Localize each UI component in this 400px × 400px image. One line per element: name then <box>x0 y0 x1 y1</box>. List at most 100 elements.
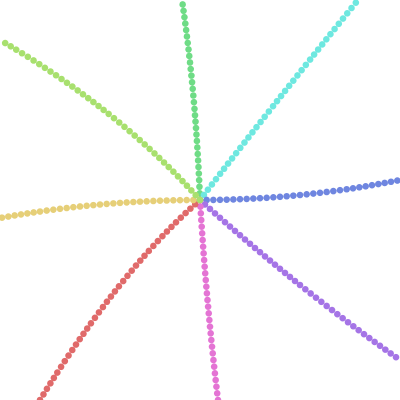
dot <box>214 396 222 400</box>
dot <box>307 290 314 297</box>
dot <box>220 165 228 173</box>
dot <box>291 277 299 285</box>
dot <box>371 338 378 346</box>
dot <box>306 56 314 63</box>
dot <box>80 330 87 338</box>
dot <box>387 350 394 357</box>
dot <box>204 296 211 304</box>
dot <box>160 159 168 166</box>
dot <box>331 25 338 33</box>
purple-arm <box>196 196 400 361</box>
dot <box>335 20 343 28</box>
dot <box>79 90 87 98</box>
dot <box>368 181 376 189</box>
dot <box>194 144 201 151</box>
dot <box>130 198 137 206</box>
dot <box>172 219 180 226</box>
dot <box>150 242 157 250</box>
dot <box>76 203 84 210</box>
dot <box>141 252 148 260</box>
dot <box>355 326 362 334</box>
dot <box>211 210 219 217</box>
dot <box>221 218 229 226</box>
dot <box>283 192 290 200</box>
magenta-arm <box>196 196 222 400</box>
dot <box>194 150 202 158</box>
dot <box>188 72 195 79</box>
dot <box>83 202 90 210</box>
dot <box>111 288 119 295</box>
dot <box>236 195 244 203</box>
dot <box>124 272 131 280</box>
dot <box>18 49 26 57</box>
dot <box>136 198 144 205</box>
dot <box>206 316 213 324</box>
dot <box>366 334 373 342</box>
dot <box>223 196 230 203</box>
dot <box>43 207 50 214</box>
dot <box>328 306 336 314</box>
dot <box>197 210 205 217</box>
dot <box>200 256 208 264</box>
dot <box>200 191 208 199</box>
dot <box>179 177 186 185</box>
dot <box>226 223 234 230</box>
dot <box>30 209 37 216</box>
dot <box>183 182 191 190</box>
dot <box>151 150 158 157</box>
dot <box>43 385 51 393</box>
dot <box>1 39 9 47</box>
dot <box>188 187 195 194</box>
dot <box>159 232 166 240</box>
dot <box>119 277 127 285</box>
dot <box>187 65 195 73</box>
dot <box>241 139 248 146</box>
dot <box>0 214 6 221</box>
dot <box>266 257 274 264</box>
dot <box>318 298 325 306</box>
dot <box>273 97 281 105</box>
dot <box>339 314 346 322</box>
dot <box>316 189 324 197</box>
dot <box>5 213 12 220</box>
dot <box>195 176 203 184</box>
dot <box>95 309 103 316</box>
dot <box>183 196 190 204</box>
dot <box>296 281 304 289</box>
dot <box>261 113 268 121</box>
dot <box>394 177 400 184</box>
dot <box>56 205 64 213</box>
dot <box>65 352 72 359</box>
dot <box>216 170 224 178</box>
dot <box>192 191 199 199</box>
dot <box>181 13 188 21</box>
dot <box>99 303 107 311</box>
dot <box>294 72 301 79</box>
dot <box>185 46 192 53</box>
dot <box>170 197 177 204</box>
dot <box>263 194 270 202</box>
dot <box>208 181 216 188</box>
dot <box>154 237 162 245</box>
dot <box>230 196 237 203</box>
dot <box>24 53 32 61</box>
dot <box>61 357 69 365</box>
dot <box>204 303 212 310</box>
dot <box>198 230 206 237</box>
dot <box>115 119 123 126</box>
dot <box>312 294 320 301</box>
dot <box>339 15 347 22</box>
dot <box>241 236 249 243</box>
dot <box>232 149 240 157</box>
dot <box>296 191 304 199</box>
dot <box>209 350 217 357</box>
dot <box>318 41 326 48</box>
dot <box>179 1 186 8</box>
dot <box>271 261 279 268</box>
dot <box>237 144 244 152</box>
dot <box>91 314 99 322</box>
dot <box>269 102 277 110</box>
dot <box>146 145 153 153</box>
dot <box>253 123 260 131</box>
dot <box>110 114 118 122</box>
